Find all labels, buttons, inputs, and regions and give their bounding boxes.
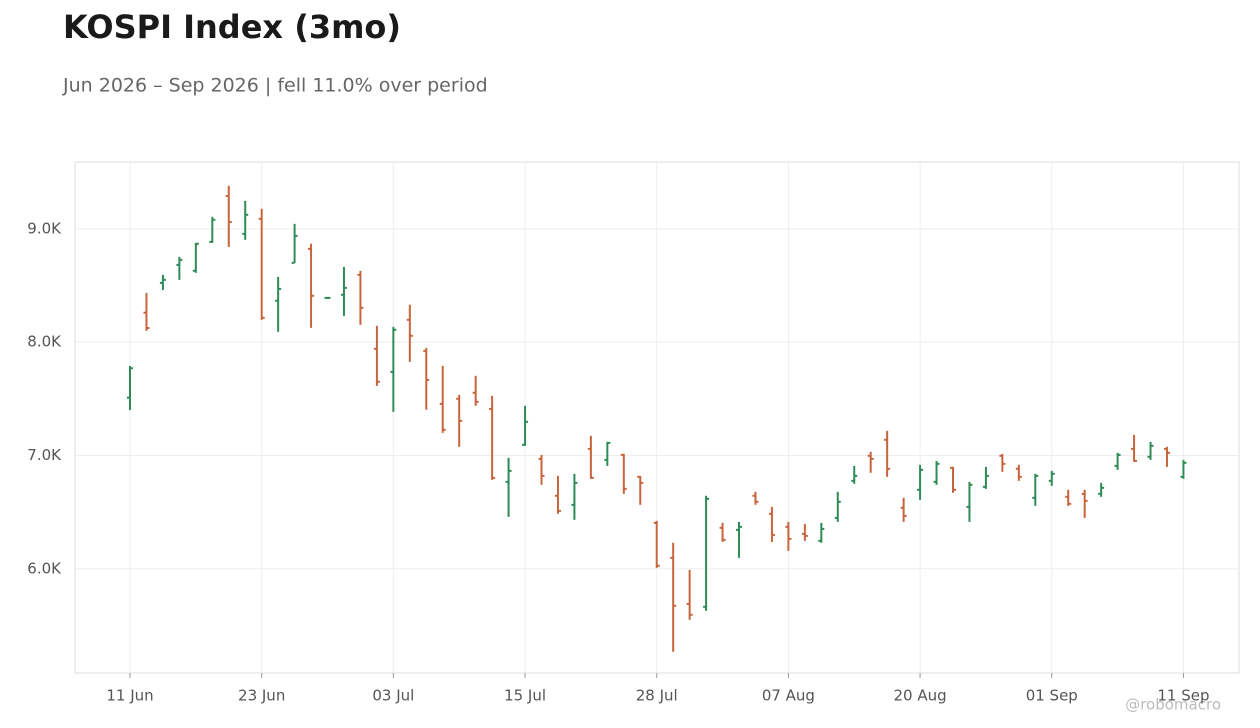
- x-tick-label: 03 Jul: [372, 687, 414, 705]
- x-tick-label: 15 Jul: [504, 687, 546, 705]
- x-tick-label: 07 Aug: [762, 687, 815, 705]
- y-tick-label: 6.0K: [27, 559, 62, 577]
- x-tick-label: 11 Sep: [1157, 687, 1209, 705]
- y-tick-label: 9.0K: [27, 219, 62, 237]
- chart-subtitle: Jun 2026 – Sep 2026 | fell 11.0% over pe…: [62, 75, 488, 97]
- x-tick-label: 28 Jul: [636, 687, 678, 705]
- watermark: @robomacro: [1125, 696, 1221, 714]
- x-tick-label: 20 Aug: [894, 687, 947, 705]
- y-tick-label: 8.0K: [27, 333, 62, 351]
- x-tick-label: 01 Sep: [1026, 687, 1078, 705]
- x-tick-label: 23 Jun: [238, 687, 285, 705]
- y-tick-label: 7.0K: [27, 446, 62, 464]
- x-tick-label: 11 Jun: [106, 687, 153, 705]
- chart-title: KOSPI Index (3mo): [63, 8, 401, 46]
